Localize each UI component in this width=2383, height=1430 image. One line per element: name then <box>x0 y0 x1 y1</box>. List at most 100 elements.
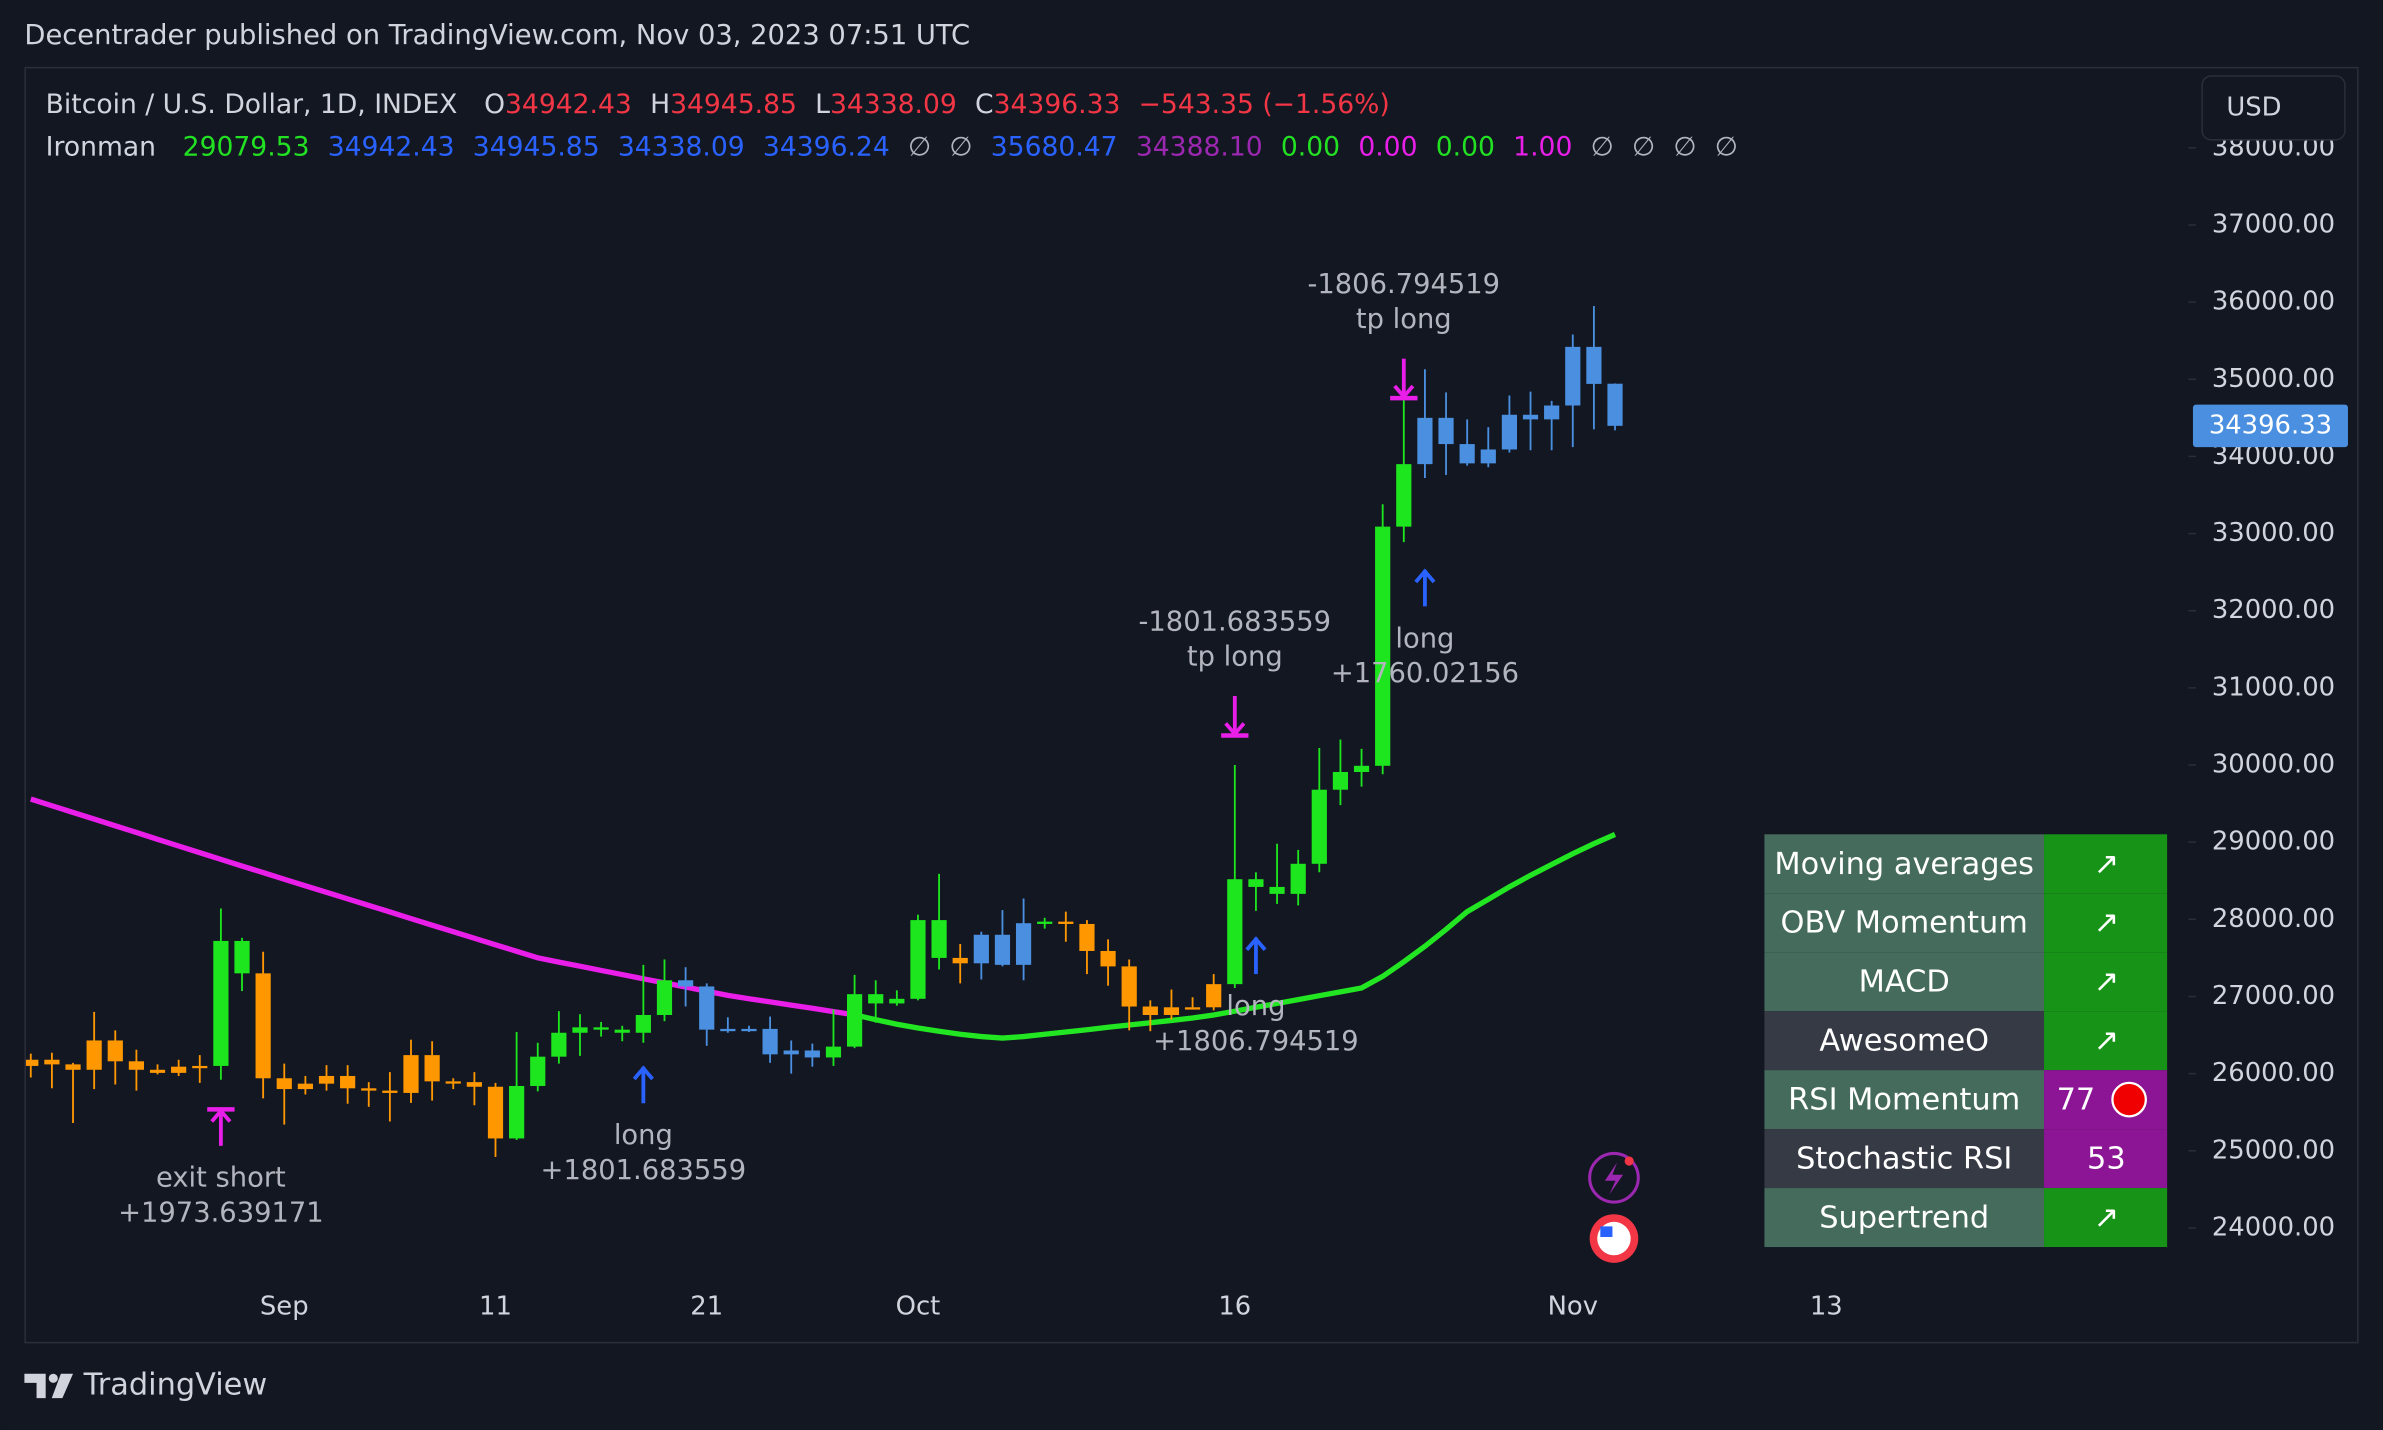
currency-button[interactable] <box>2201 75 2346 141</box>
candle-body <box>509 1085 525 1139</box>
trade-annotation: long <box>614 1120 673 1151</box>
candle-body <box>1184 1007 1201 1010</box>
notification-dot <box>1624 1156 1634 1166</box>
currency-label[interactable]: USD <box>2226 92 2281 122</box>
candle-body <box>466 1082 482 1087</box>
indicator-value: ∅ <box>908 131 931 162</box>
candle-body <box>762 1028 778 1055</box>
candle-body <box>1544 405 1560 420</box>
candle-body <box>952 957 968 964</box>
ohlc-value: 34396.33 <box>994 88 1121 119</box>
indicator-value: 34942.43 <box>328 131 455 162</box>
x-tick-label: Oct <box>896 1291 941 1321</box>
brand-name: TradingView <box>83 1367 268 1402</box>
candle-body <box>720 1028 736 1032</box>
candle-body <box>44 1059 60 1065</box>
candle-body <box>1565 346 1581 406</box>
candle-body <box>783 1050 799 1055</box>
table-value: ↗ <box>2094 847 2119 882</box>
y-tick-label: 27000.00 <box>2212 981 2335 1011</box>
candle-body <box>635 1015 651 1033</box>
candle-body <box>1206 984 1222 1008</box>
status-table: Moving averages ↗ OBV Momentum ↗ MACD ↗ Awesom… <box>1764 834 2168 1248</box>
candle-body <box>1121 966 1137 1007</box>
x-tick-label: 21 <box>690 1291 723 1321</box>
ohlc-value: 34945.85 <box>670 88 797 119</box>
candle-body <box>1438 417 1454 445</box>
trade-annotation: long <box>1395 623 1454 654</box>
table-value-cell <box>2044 1011 2168 1071</box>
trade-arrow <box>1245 936 1267 975</box>
trade-arrow <box>632 1065 654 1104</box>
table-value: ↗ <box>2094 906 2119 941</box>
ohlc-key: L <box>815 88 830 119</box>
trade-annotation: +1973.639171 <box>118 1198 324 1229</box>
candle-body <box>1607 383 1623 426</box>
candle-body <box>910 920 926 999</box>
candle-body <box>1058 921 1074 924</box>
candle-body <box>445 1081 461 1084</box>
flag-canton <box>1600 1226 1613 1238</box>
price-axis: 24000.00 25000.00 26000.00 27000.00 28000.00… <box>2188 132 2335 1242</box>
table-label-cell <box>1764 1011 2045 1071</box>
moving-average-line <box>853 832 1617 1041</box>
candle-body <box>1290 863 1306 894</box>
candle-body <box>1501 414 1518 450</box>
table-label-cell <box>1764 834 2045 894</box>
candle-body <box>487 1086 504 1139</box>
table-value-cell <box>2044 834 2168 894</box>
candle-body <box>25 1059 39 1066</box>
lightning-icon[interactable] <box>1588 1151 1640 1204</box>
candle-body <box>678 980 694 987</box>
table-value: 53 <box>2087 1142 2126 1177</box>
y-tick-label: 26000.00 <box>2212 1058 2335 1088</box>
trade-annotation: +1760.02156 <box>1331 658 1519 689</box>
candle-body <box>1480 449 1496 464</box>
candle-body <box>171 1066 187 1073</box>
table-label: OBV Momentum <box>1781 906 2028 941</box>
table-value-cell <box>2044 1188 2168 1248</box>
candle-body <box>382 1090 398 1093</box>
indicator-value: 0.00 <box>1281 131 1340 162</box>
candle-body <box>128 1061 144 1070</box>
candle-body <box>994 934 1011 965</box>
price-change: −543.35 (−1.56%) <box>1139 88 1390 119</box>
arrow-head <box>632 1065 654 1081</box>
candle-body <box>86 1040 102 1070</box>
candle-body <box>340 1075 356 1089</box>
y-tick-label: 30000.00 <box>2212 750 2335 780</box>
indicator-value: 0.00 <box>1358 131 1417 162</box>
table-label: Stochastic RSI <box>1796 1142 2012 1177</box>
table-value-cell <box>2044 1129 2168 1189</box>
candle-body <box>361 1088 377 1091</box>
candle-body <box>868 994 884 1004</box>
candle-body <box>593 1027 609 1030</box>
candle-body <box>1459 444 1475 464</box>
y-tick-label: 37000.00 <box>2212 209 2335 239</box>
trade-annotation: +1806.794519 <box>1153 1026 1359 1057</box>
y-tick-label: 33000.00 <box>2212 518 2335 548</box>
candle-body <box>1142 1006 1158 1016</box>
candle-body <box>1375 526 1391 766</box>
published-line: Decentrader published on TradingView.com… <box>24 20 970 51</box>
indicator-value: 34388.10 <box>1136 131 1263 162</box>
indicator-value: 1.00 <box>1513 131 1572 162</box>
arrow-head <box>1414 568 1436 584</box>
table-label-cell <box>1764 952 2045 1012</box>
candle-body <box>1227 879 1243 985</box>
table-label: RSI Momentum <box>1788 1083 2020 1118</box>
indicator-value: 34338.09 <box>618 131 745 162</box>
indicator-value: 35680.47 <box>991 131 1118 162</box>
candle-body <box>1353 765 1370 772</box>
indicator-legend: Ironman 29079.53 34942.43 34945.85 34338.09… <box>46 131 1738 162</box>
candle-body <box>403 1055 419 1093</box>
candle-body <box>149 1069 166 1073</box>
logo-part <box>51 1373 74 1399</box>
candle-body <box>1522 414 1539 420</box>
candle-body <box>297 1083 313 1090</box>
indicator-value: 34945.85 <box>473 131 600 162</box>
trade-arrow <box>1221 696 1249 738</box>
candle-body <box>1396 464 1412 527</box>
trade-arrow <box>1390 358 1418 401</box>
